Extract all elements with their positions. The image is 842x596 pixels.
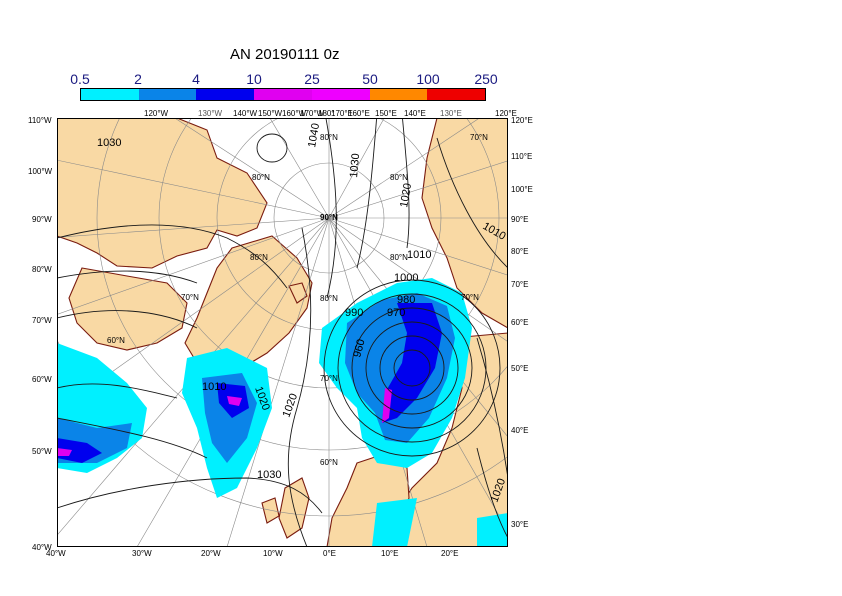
- lat-label: 60°N: [107, 336, 125, 345]
- colorbar-label: 0.5: [70, 71, 90, 87]
- latitude-labels: 80°N 80°N 80°N 80°N 80°N 80°N 70°N 70°N …: [107, 133, 488, 467]
- top-lon-label: 170°W: [300, 109, 325, 118]
- colorbar-label: 10: [246, 71, 262, 87]
- right-lon-label: 120°E: [511, 116, 533, 125]
- lat-label: 70°N: [470, 133, 488, 142]
- polar-map: 80°N 80°N 80°N 80°N 80°N 80°N 70°N 70°N …: [57, 118, 508, 547]
- left-lon-label: 110°W: [28, 116, 52, 125]
- right-lon-label: 90°E: [511, 215, 529, 224]
- isobar-label: 1040: [306, 122, 322, 148]
- precip-magenta-west: [57, 448, 72, 456]
- isobar-label: 1030: [257, 469, 281, 481]
- lat-label: 80°N: [320, 294, 338, 303]
- right-lon-label: 60°E: [511, 318, 529, 327]
- isobar-label: 990: [345, 307, 363, 319]
- colorbar-label: 50: [362, 71, 378, 87]
- isobar-label: 1030: [348, 153, 362, 178]
- precip-magenta-greenland: [227, 396, 242, 406]
- top-lon-label: 150°W: [258, 109, 283, 118]
- colorbar-label: 250: [474, 71, 498, 87]
- bottom-lon-label: 40°W: [46, 549, 66, 558]
- left-lon-label: 80°W: [32, 265, 52, 274]
- colorbar-label: 100: [416, 71, 440, 87]
- isobar-label: 960: [351, 338, 367, 359]
- right-lon-label: 80°E: [511, 247, 529, 256]
- left-lon-label: 60°W: [32, 375, 52, 384]
- colorbar-segment-3: [254, 89, 312, 100]
- lat-label: 80°N: [390, 173, 408, 182]
- top-lon-label: 120°E: [495, 109, 517, 118]
- isobar-label: 1010: [407, 249, 431, 261]
- right-lon-label: 30°E: [511, 520, 529, 529]
- left-lon-label: 40°W: [32, 543, 52, 552]
- map-frame: [57, 118, 508, 547]
- top-lon-label: 140°E: [404, 109, 426, 118]
- isobars: [57, 118, 508, 547]
- lat-label: 80°N: [252, 173, 270, 182]
- bottom-lon-label: 20°E: [441, 549, 459, 558]
- lat-label: 70°N: [461, 293, 479, 302]
- bottom-lon-label: 30°W: [132, 549, 152, 558]
- lat-label: 80°N: [320, 133, 338, 142]
- isobar-label: 1010: [202, 381, 226, 393]
- bottom-lon-label: 10°W: [263, 549, 283, 558]
- right-lon-label: 70°E: [511, 280, 529, 289]
- land-svalbard: [288, 282, 308, 304]
- top-lon-label: 120°W: [144, 109, 169, 118]
- left-lon-label: 90°W: [32, 215, 52, 224]
- isobar-label: 1000: [394, 272, 418, 284]
- isobar-label: 980: [397, 294, 415, 306]
- colorbar-label: 25: [304, 71, 320, 87]
- right-lon-label: 40°E: [511, 426, 529, 435]
- top-lon-label: 130°E: [440, 109, 462, 118]
- colorbar-segment-5: [369, 89, 428, 100]
- colorbar: [80, 88, 486, 101]
- top-lon-label: 150°E: [375, 109, 397, 118]
- right-lon-label: 110°E: [511, 152, 533, 161]
- precip-cyan-se: [477, 513, 508, 547]
- colorbar-segment-4: [311, 89, 370, 100]
- isobar-label: 1020: [398, 182, 414, 208]
- top-lon-label: 160°W: [282, 109, 307, 118]
- top-lon-label: 170°E: [331, 109, 353, 118]
- land-canadian-arctic: [57, 118, 268, 269]
- precipitation-shading: [57, 278, 508, 547]
- top-lon-label: 130°W: [198, 109, 223, 118]
- isobar-closed-low: [256, 133, 288, 163]
- right-lon-label: 100°E: [511, 185, 533, 194]
- precip-cyan-south: [372, 498, 417, 547]
- map-title: AN 20190111 0z: [230, 46, 340, 63]
- lat-label: 80°N: [250, 253, 268, 262]
- right-lon-label: 50°E: [511, 364, 529, 373]
- colorbar-segment-2: [196, 89, 255, 100]
- precip-darkblue-cyclone: [382, 303, 442, 423]
- top-lon-label: 160°E: [348, 109, 370, 118]
- top-lon-label: 180°: [318, 109, 335, 118]
- precip-darkblue-west: [57, 438, 102, 463]
- lat-label-pole: 90°N: [320, 213, 338, 222]
- lat-label: 70°N: [181, 293, 199, 302]
- bottom-lon-label: 0°E: [323, 549, 336, 558]
- colorbar-segment-1: [138, 89, 197, 100]
- top-lon-label: 140°W: [233, 109, 258, 118]
- bottom-lon-label: 10°E: [381, 549, 399, 558]
- lat-label: 60°N: [320, 458, 338, 467]
- colorbar-label: 2: [134, 71, 142, 87]
- lat-label: 70°N: [320, 374, 338, 383]
- bottom-lon-label: 20°W: [201, 549, 221, 558]
- colorbar-segment-0: [81, 89, 139, 100]
- left-lon-label: 70°W: [32, 316, 52, 325]
- left-lon-label: 100°W: [28, 167, 53, 176]
- colorbar-label: 4: [192, 71, 200, 87]
- left-lon-label: 50°W: [32, 447, 52, 456]
- colorbar-segment-6: [427, 89, 486, 100]
- precip-magenta-cyclone: [382, 388, 392, 423]
- lat-label: 80°N: [390, 253, 408, 262]
- isobar-label: 970: [387, 307, 405, 319]
- land-siberia: [421, 118, 508, 329]
- isobar-label: 1030: [97, 137, 121, 149]
